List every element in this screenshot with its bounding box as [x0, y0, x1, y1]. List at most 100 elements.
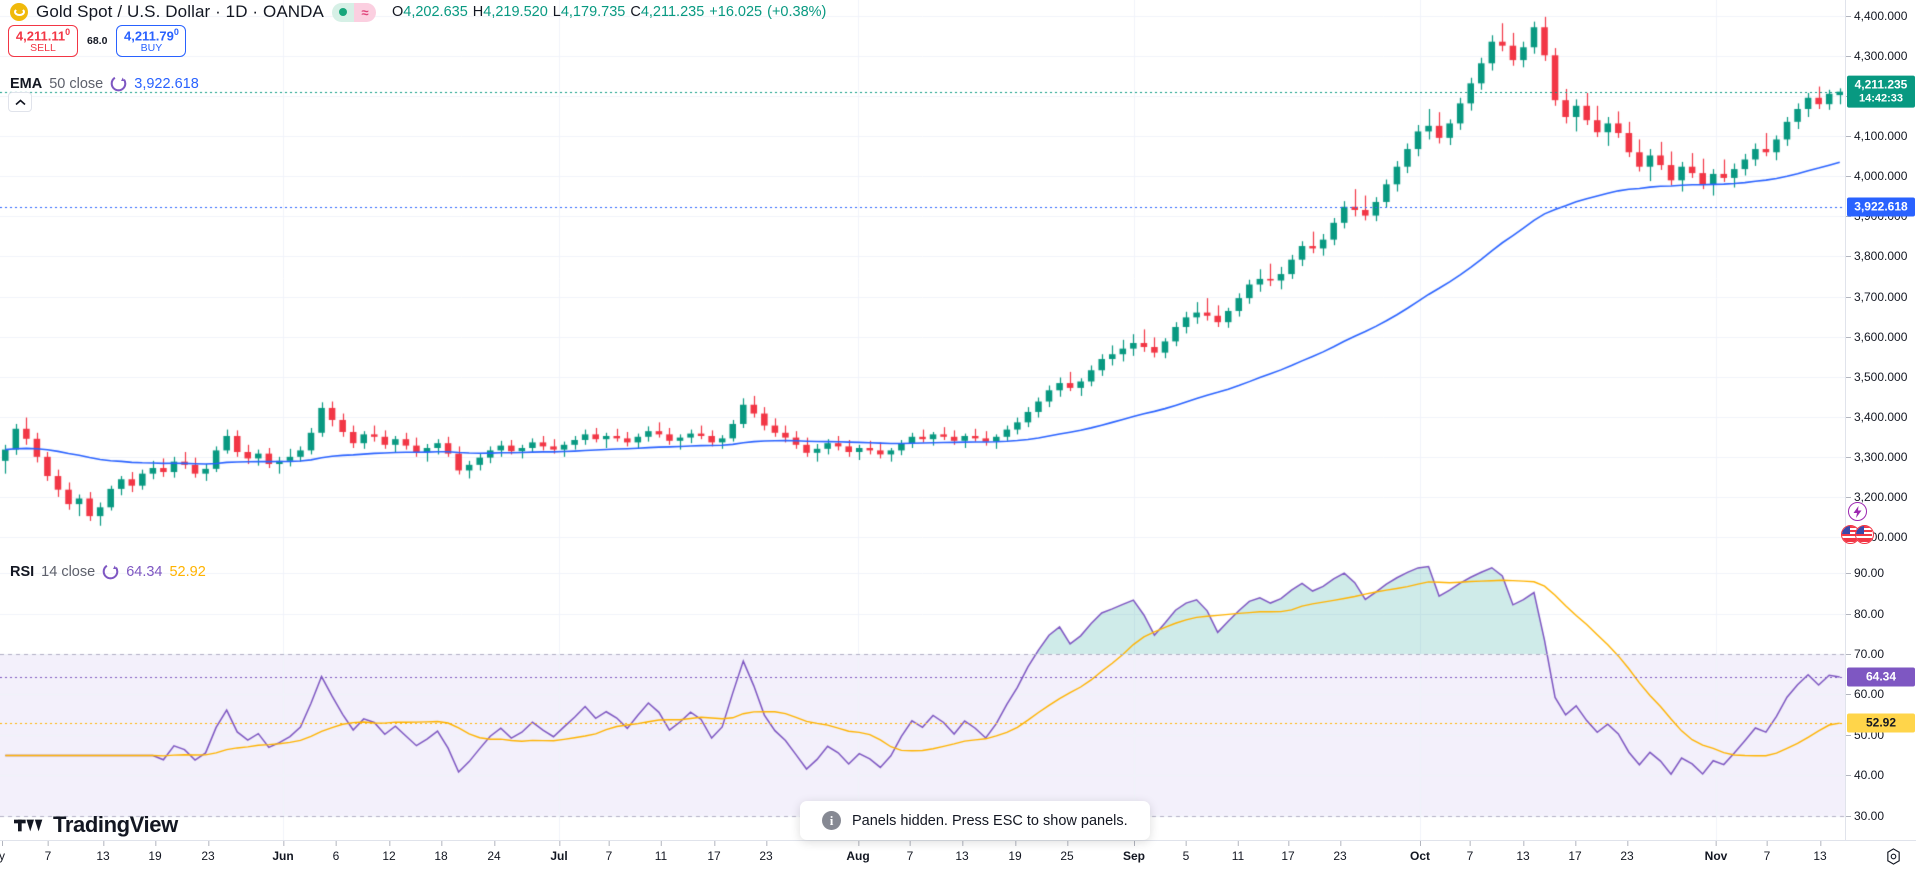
rsi-indicator-pane[interactable] — [0, 557, 1845, 840]
rsi-badge[interactable]: 52.92 — [1847, 713, 1915, 733]
time-axis-tick: Sep — [1122, 841, 1146, 863]
buy-label: BUY — [140, 41, 163, 54]
ohlc-label: H — [472, 4, 484, 20]
rsi-args: 14 close — [41, 563, 96, 580]
time-axis-tick: 19 — [148, 841, 162, 863]
buy-button[interactable]: 4,211.790 BUY — [116, 25, 187, 57]
lightning-bolt-icon[interactable] — [1848, 502, 1867, 521]
ohlc-label: C — [630, 4, 641, 20]
time-axis-tick: 7 — [1763, 841, 1771, 863]
ema-value: 3,922.618 — [134, 75, 199, 92]
market-status-pill[interactable]: ≈ — [331, 2, 376, 22]
ema-name: EMA — [10, 75, 43, 92]
rsi-chart-canvas[interactable] — [0, 557, 1845, 840]
market-open-dot — [331, 2, 354, 22]
time-axis-tick: Jul — [550, 841, 568, 863]
time-axis-tick: Aug — [846, 841, 870, 863]
time-axis-tick: 7 — [1466, 841, 1474, 863]
time-axis-tick: Jun — [272, 841, 294, 863]
rsi-axis-tick: 60.00 — [1845, 687, 1885, 702]
badge-countdown: 14:42:33 — [1858, 92, 1904, 105]
economic-event-flags[interactable] — [1841, 525, 1874, 544]
time-axis-tick: 5 — [1182, 841, 1190, 863]
time-axis-tick: y — [0, 841, 5, 863]
collapse-pane-button[interactable] — [8, 92, 32, 112]
ohlc-pair: O 4,202.635 — [392, 4, 468, 20]
ema-indicator-legend[interactable]: EMA 50 close 3,922.618 — [10, 75, 199, 92]
rsi-axis-tick: 40.00 — [1845, 768, 1885, 783]
time-axis-tick: 13 — [1813, 841, 1827, 863]
tradingview-logo-icon — [14, 819, 43, 831]
ohlc-values: O 4,202.635 H 4,219.520 L 4,179.735 C 4,211.235… — [392, 4, 826, 20]
price-axis-tick: 4,000.000 — [1845, 169, 1908, 184]
time-axis-tick: 23 — [201, 841, 215, 863]
rsi-axis-tick: 70.00 — [1845, 647, 1885, 662]
price-chart-pane[interactable] — [0, 0, 1845, 557]
rsi-axis[interactable]: 90.00 80.00 70.00 60.00 50.00 40.00 30.00 64.34… — [1845, 557, 1916, 840]
rsi-indicator-legend[interactable]: RSI 14 close 64.34 52.92 — [10, 563, 206, 580]
price-axis-tick: 3,300.000 — [1845, 449, 1908, 464]
tradingview-logo[interactable]: TradingView — [14, 812, 178, 838]
buy-price: 4,211.790 — [123, 27, 179, 44]
ohlc-label: L — [552, 4, 561, 20]
time-axis-tick: 19 — [1008, 841, 1022, 863]
price-axis-tick: 3,600.000 — [1845, 329, 1908, 344]
refresh-icon[interactable] — [110, 75, 127, 92]
badge-price: 3,922.618 — [1854, 199, 1908, 214]
time-axis-tick: Oct — [1409, 841, 1431, 863]
chart-event-markers[interactable] — [1841, 502, 1874, 544]
time-axis[interactable]: y 7 13 19 23 Jun 6 12 18 24 Jul 7 11 17 23 Aug 7 13 19 25 Se… — [0, 840, 1916, 873]
price-axis-tick: 4,100.000 — [1845, 129, 1908, 144]
time-axis-tick: 18 — [434, 841, 448, 863]
symbol-title[interactable]: Gold Spot / U.S. Dollar · 1D · OANDA — [36, 2, 324, 21]
gold-coin-icon — [10, 3, 28, 21]
time-axis-tick: 12 — [382, 841, 396, 863]
price-axis-tick: 3,200.000 — [1845, 489, 1908, 504]
symbol-header[interactable]: Gold Spot / U.S. Dollar · 1D · OANDA ≈ O… — [10, 2, 826, 22]
chart-settings-icon[interactable] — [1885, 848, 1902, 865]
trade-buttons[interactable]: 4,211.110 SELL 68.0 4,211.790 BUY — [8, 25, 187, 57]
ohlc-pair: H 4,219.520 — [473, 4, 548, 20]
tradingview-wordmark: TradingView — [53, 812, 178, 837]
ohlc-pair: L 4,179.735 — [553, 4, 626, 20]
price-axis-tick: 4,400.000 — [1845, 9, 1908, 24]
price-change: +16.025 — [709, 4, 763, 20]
approx-icon: ≈ — [353, 2, 376, 22]
time-axis-tick: Nov — [1704, 841, 1728, 863]
ohlc-value: 4,211.235 — [640, 4, 705, 20]
time-axis-tick: 7 — [44, 841, 52, 863]
time-axis-tick: 13 — [955, 841, 969, 863]
ohlc-value: 4,219.520 — [483, 4, 548, 20]
price-badge[interactable]: 4,211.235 14:42:33 — [1847, 75, 1915, 109]
rsi-name: RSI — [10, 563, 35, 580]
us-flag-icon[interactable] — [1855, 525, 1874, 544]
sell-button[interactable]: 4,211.110 SELL — [8, 25, 78, 57]
time-axis-tick: 23 — [1333, 841, 1347, 863]
time-axis-tick: 7 — [906, 841, 914, 863]
time-axis-tick: 11 — [654, 841, 668, 863]
time-axis-tick: 11 — [1231, 841, 1245, 863]
rsi-axis-tick: 90.00 — [1845, 566, 1885, 581]
price-badge[interactable]: 3,922.618 — [1847, 197, 1915, 217]
info-icon: i — [822, 811, 841, 830]
rsi-badge[interactable]: 64.34 — [1847, 667, 1915, 687]
price-axis[interactable]: 4,400.0004,300.0004,200.0004,100.0004,00… — [1845, 0, 1916, 557]
spread-value: 68.0 — [87, 35, 108, 47]
ohlc-value: 4,202.635 — [403, 4, 468, 20]
price-change-percent: (+0.38%) — [767, 4, 827, 20]
time-axis-tick: 13 — [1516, 841, 1530, 863]
rsi-axis-tick: 80.00 — [1845, 606, 1885, 621]
time-axis-tick: 7 — [605, 841, 613, 863]
panels-hidden-toast: i Panels hidden. Press ESC to show panel… — [800, 801, 1150, 840]
price-axis-tick: 3,700.000 — [1845, 289, 1908, 304]
refresh-icon[interactable] — [102, 563, 119, 580]
time-axis-tick: 23 — [759, 841, 773, 863]
rsi-ma-value: 52.92 — [169, 563, 206, 580]
rsi-value: 64.34 — [126, 563, 163, 580]
price-chart-canvas[interactable] — [0, 0, 1845, 557]
ohlc-pair: C 4,211.235 — [630, 4, 704, 20]
time-axis-tick: 17 — [1281, 841, 1295, 863]
chevron-up-icon — [14, 98, 26, 105]
sell-price: 4,211.110 — [15, 27, 71, 44]
